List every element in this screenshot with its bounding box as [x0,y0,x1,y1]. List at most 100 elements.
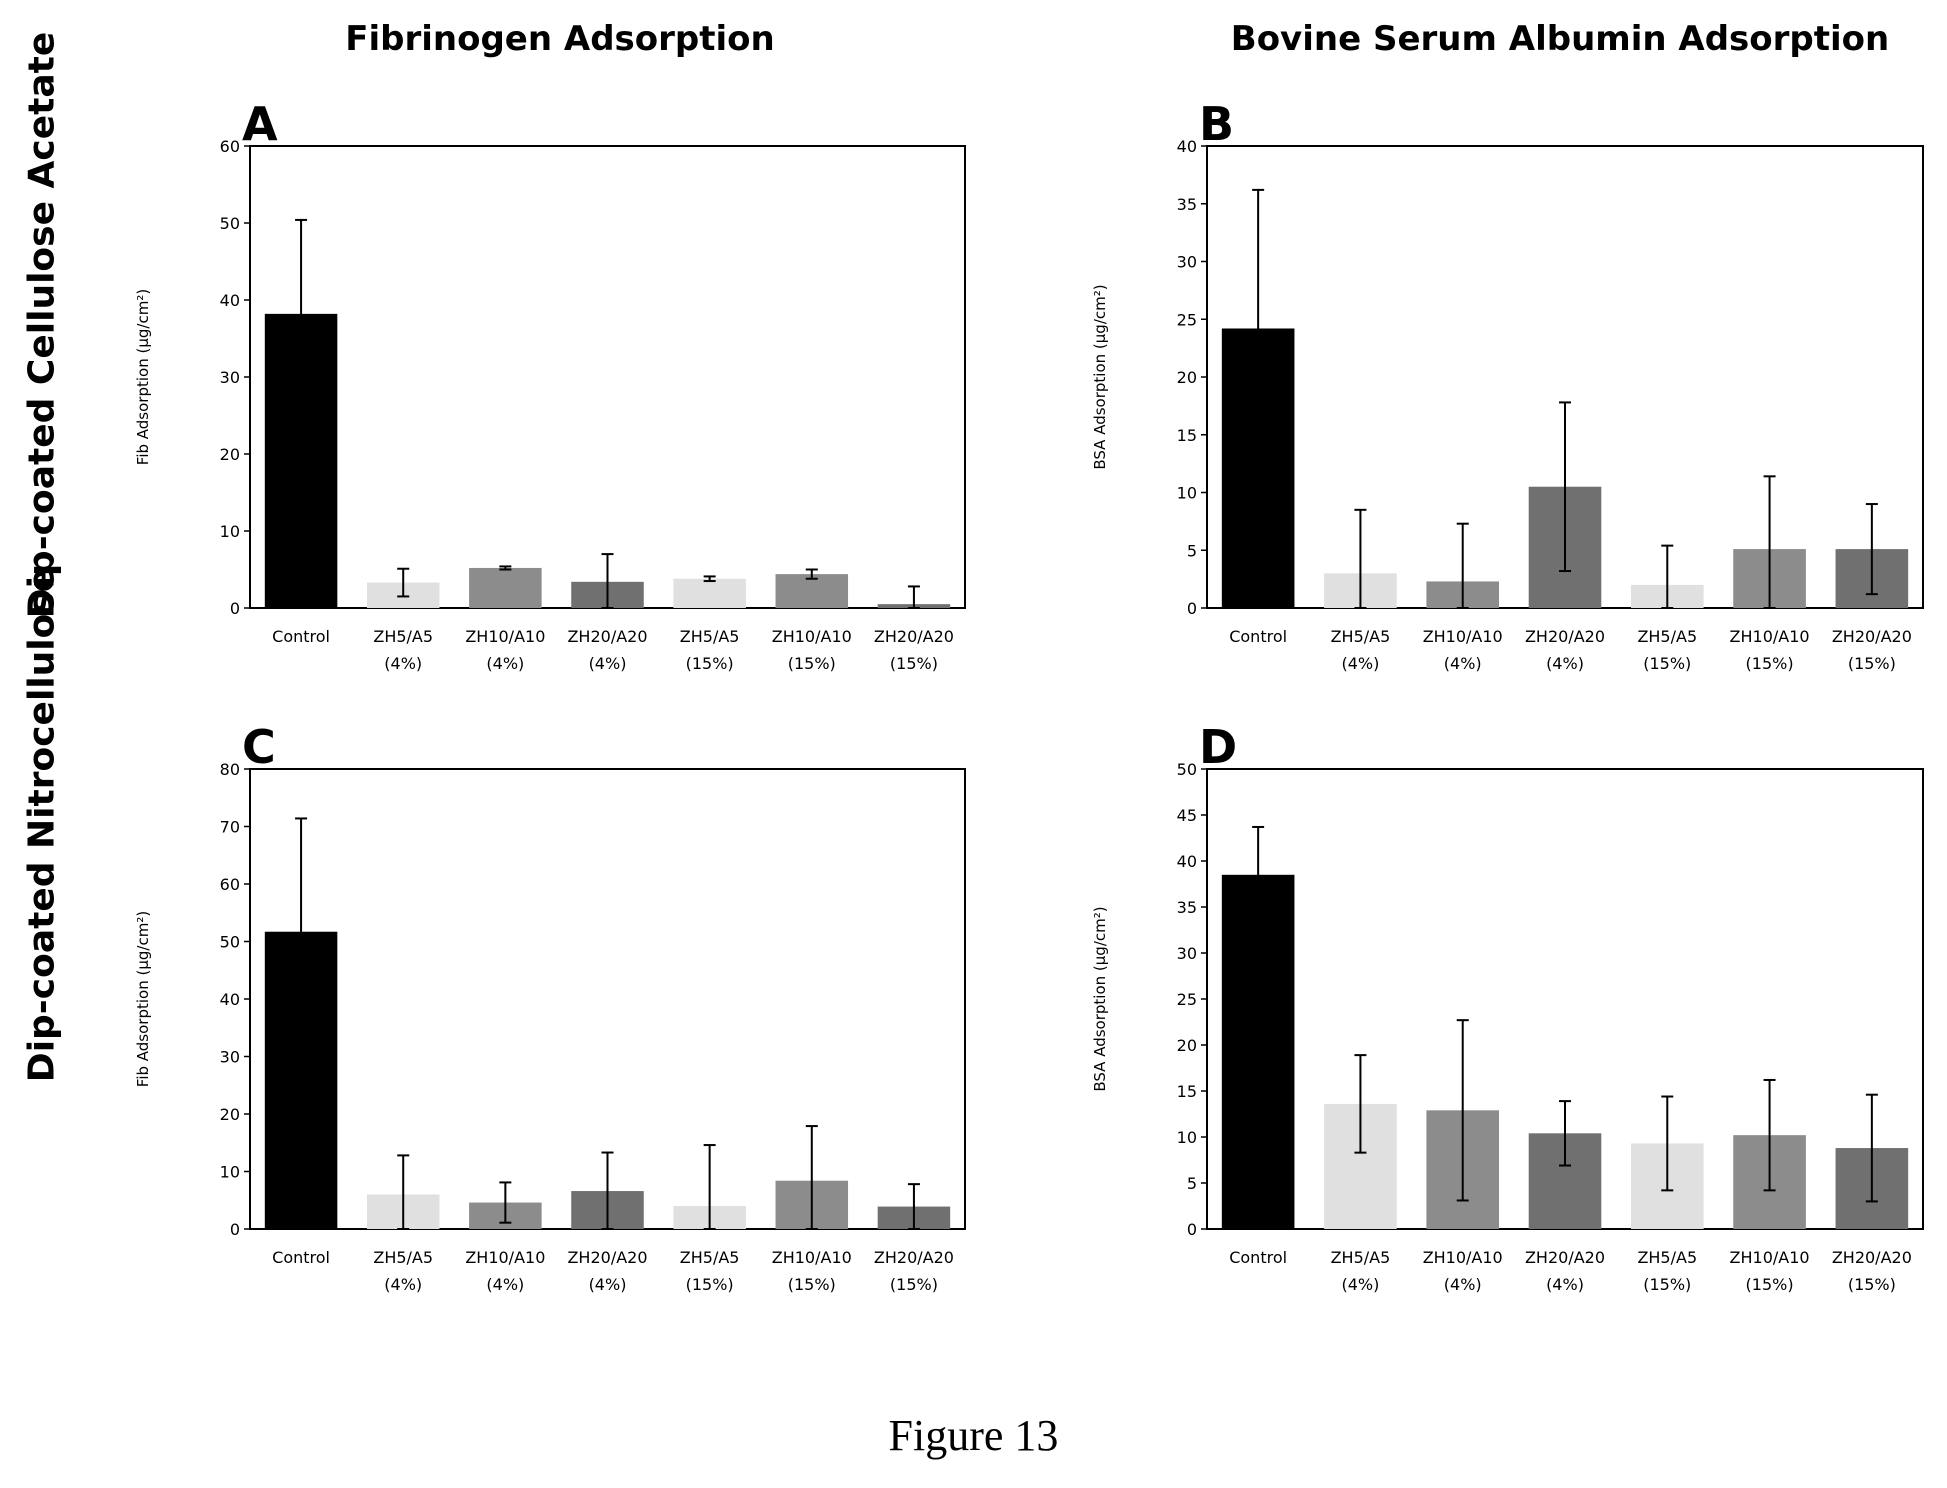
y-tick-label: 60 [220,875,240,894]
bar [469,567,542,608]
category-label: (4%) [1546,1275,1584,1294]
category-label: (15%) [1643,1275,1691,1294]
category-label: (4%) [589,1275,627,1294]
y-tick-label: 0 [1187,1220,1197,1239]
category-label: (15%) [890,654,938,673]
y-axis-label: Fib Adsorption (µg/cm²) [134,911,152,1087]
y-axis-label: BSA Adsorption (µg/cm²) [1091,906,1109,1091]
y-axis-label: BSA Adsorption (µg/cm²) [1091,284,1109,469]
category-label: (4%) [1341,1275,1379,1294]
category-label: (15%) [1848,1275,1896,1294]
category-label: (15%) [788,654,836,673]
category-label: ZH10/A10 [1730,627,1810,646]
plot-area-frame [249,145,966,609]
y-tick-label: 10 [220,522,240,541]
y-tick-label: 0 [1187,599,1197,618]
category-label: ZH10/A10 [772,627,852,646]
y-tick-label: 30 [220,1048,240,1067]
y-tick-label: 10 [1177,484,1197,503]
category-label: (15%) [1848,654,1896,673]
y-axis-label: Fib Adsorption (µg/cm²) [134,289,152,465]
y-tick-label: 20 [220,1105,240,1124]
y-tick-label: 10 [1177,1128,1197,1147]
category-label: (4%) [1546,654,1584,673]
panel-label: D [1199,720,1237,774]
y-tick-label: 20 [1177,368,1197,387]
y-tick-label: 15 [1177,426,1197,445]
panel-label: A [242,97,278,151]
category-label: (4%) [384,654,422,673]
column-title-fibrinogen: Fibrinogen Adsorption [345,19,775,59]
y-tick-label: 5 [1187,1174,1197,1193]
y-tick-label: 40 [220,990,240,1009]
category-label: (4%) [486,654,524,673]
category-label: (15%) [686,1275,734,1294]
category-label: ZH20/A20 [874,627,954,646]
y-tick-label: 40 [1177,852,1197,871]
category-label: (4%) [1341,654,1379,673]
category-label: Control [1229,1248,1287,1267]
y-tick-label: 0 [230,599,240,618]
category-label: ZH5/A5 [373,1248,433,1267]
bar [775,574,849,608]
category-label: ZH5/A5 [1637,627,1697,646]
category-label: (15%) [890,1275,938,1294]
category-label: (4%) [1444,654,1482,673]
bar [1221,874,1295,1229]
category-label: ZH10/A10 [465,1248,545,1267]
figure-caption: Figure 13 [888,1411,1059,1460]
category-label: ZH5/A5 [1637,1248,1697,1267]
category-label: (4%) [1444,1275,1482,1294]
category-label: ZH5/A5 [1331,627,1391,646]
y-tick-label: 25 [1177,990,1197,1009]
category-label: ZH5/A5 [1331,1248,1391,1267]
y-tick-label: 30 [220,368,240,387]
category-label: ZH10/A10 [772,1248,852,1267]
category-label: ZH20/A20 [874,1248,954,1267]
category-label: (4%) [384,1275,422,1294]
y-tick-label: 35 [1177,898,1197,917]
category-label: Control [1229,627,1287,646]
category-label: Control [272,1248,330,1267]
category-label: ZH20/A20 [1525,627,1605,646]
y-tick-label: 45 [1177,806,1197,825]
category-label: ZH20/A20 [1832,627,1912,646]
y-tick-label: 10 [220,1163,240,1182]
y-tick-label: 35 [1177,195,1197,214]
column-title-bsa: Bovine Serum Albumin Adsorption [1230,19,1890,59]
category-label: (15%) [1746,654,1794,673]
category-label: ZH10/A10 [1423,1248,1503,1267]
category-label: (15%) [1643,654,1691,673]
y-tick-label: 40 [1177,137,1197,156]
y-tick-label: 60 [220,137,240,156]
y-tick-label: 30 [1177,253,1197,272]
bar [673,578,746,608]
y-tick-label: 15 [1177,1082,1197,1101]
category-label: (4%) [486,1275,524,1294]
y-tick-label: 50 [220,214,240,233]
y-tick-label: 40 [220,291,240,310]
category-label: ZH20/A20 [567,1248,647,1267]
y-tick-label: 20 [1177,1036,1197,1055]
y-tick-label: 70 [220,818,240,837]
category-label: ZH20/A20 [1832,1248,1912,1267]
panel-label: C [242,720,276,774]
y-tick-label: 20 [220,445,240,464]
category-label: ZH10/A10 [1730,1248,1810,1267]
category-label: (4%) [589,654,627,673]
y-tick-label: 0 [230,1220,240,1239]
y-tick-label: 50 [220,933,240,952]
category-label: (15%) [1746,1275,1794,1294]
category-label: ZH10/A10 [465,627,545,646]
category-label: ZH20/A20 [1525,1248,1605,1267]
category-label: ZH20/A20 [567,627,647,646]
category-label: Control [272,627,330,646]
